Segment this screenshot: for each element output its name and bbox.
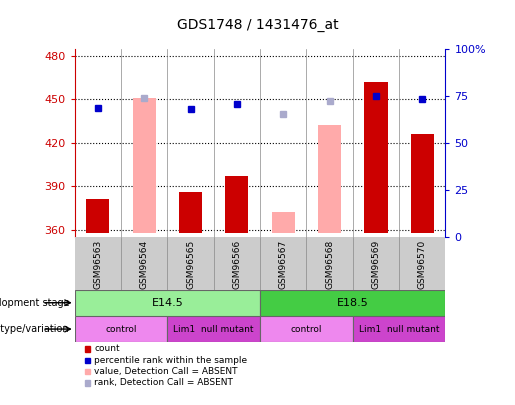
- Text: GSM96565: GSM96565: [186, 240, 195, 289]
- Text: rank, Detection Call = ABSENT: rank, Detection Call = ABSENT: [94, 378, 233, 388]
- Text: control: control: [290, 324, 322, 334]
- Bar: [75, 290, 260, 316]
- Bar: [410, 134, 434, 232]
- Bar: [364, 82, 387, 232]
- Text: Lim1  null mutant: Lim1 null mutant: [359, 324, 439, 334]
- Text: GSM96570: GSM96570: [418, 240, 427, 289]
- Text: E14.5: E14.5: [151, 298, 183, 308]
- Text: GSM96568: GSM96568: [325, 240, 334, 289]
- Bar: [75, 237, 445, 290]
- Text: development stage: development stage: [0, 298, 70, 308]
- Text: value, Detection Call = ABSENT: value, Detection Call = ABSENT: [94, 367, 238, 376]
- Bar: [133, 98, 156, 232]
- Text: GSM96567: GSM96567: [279, 240, 288, 289]
- Text: GSM96569: GSM96569: [371, 240, 381, 289]
- Bar: [167, 316, 260, 342]
- Bar: [318, 126, 341, 232]
- Text: control: control: [105, 324, 137, 334]
- Text: genotype/variation: genotype/variation: [0, 324, 70, 334]
- Text: E18.5: E18.5: [337, 298, 369, 308]
- Bar: [260, 290, 445, 316]
- Text: GSM96566: GSM96566: [232, 240, 242, 289]
- Bar: [75, 316, 167, 342]
- Text: GDS1748 / 1431476_at: GDS1748 / 1431476_at: [177, 18, 338, 32]
- Bar: [86, 199, 109, 232]
- Text: GSM96564: GSM96564: [140, 240, 149, 289]
- Bar: [353, 316, 445, 342]
- Bar: [226, 176, 248, 232]
- Bar: [260, 316, 353, 342]
- Text: Lim1  null mutant: Lim1 null mutant: [174, 324, 254, 334]
- Text: count: count: [94, 344, 120, 354]
- Bar: [179, 192, 202, 232]
- Bar: [272, 212, 295, 232]
- Text: GSM96563: GSM96563: [93, 240, 102, 289]
- Text: percentile rank within the sample: percentile rank within the sample: [94, 356, 248, 365]
